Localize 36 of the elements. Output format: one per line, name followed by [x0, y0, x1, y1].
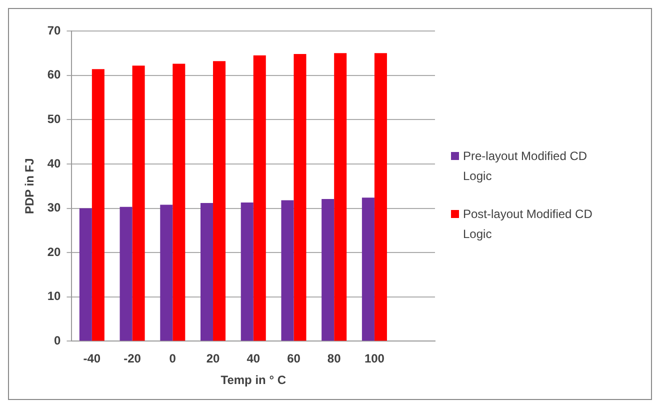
- y-tick-label: 0: [54, 333, 62, 348]
- y-axis-title: PDP in FJ: [22, 158, 37, 214]
- bar: [79, 208, 92, 340]
- bar: [160, 204, 173, 340]
- bar: [294, 54, 306, 340]
- y-tick-label: 10: [47, 288, 62, 303]
- legend-label: Post-layout Modified CD Logic: [463, 206, 594, 243]
- bar: [172, 63, 186, 340]
- x-tick-label: 20: [206, 351, 220, 366]
- bar: [213, 60, 226, 340]
- x-tick-label: 0: [169, 351, 176, 366]
- y-tick-label: 20: [47, 244, 62, 258]
- bar: [120, 206, 132, 340]
- x-tick-label: -20: [124, 351, 142, 366]
- x-tick-label: 40: [246, 351, 260, 366]
- bar: [200, 202, 214, 340]
- x-tick-label: -40: [83, 351, 101, 366]
- y-tick-label: 70: [47, 22, 62, 37]
- y-tick-label: 50: [47, 111, 62, 126]
- bar: [240, 202, 254, 340]
- x-tick-label: 100: [364, 351, 385, 366]
- bar: [322, 198, 334, 340]
- x-tick-label: 60: [287, 351, 301, 366]
- bar: [92, 68, 104, 340]
- bar: [281, 200, 294, 340]
- legend-label: Pre-layout Modified CD Logic: [463, 148, 588, 185]
- x-tick-label: 80: [327, 351, 342, 366]
- bar: [374, 52, 387, 340]
- bar: [362, 197, 374, 340]
- bar: [253, 54, 266, 340]
- x-axis-title: Temp in ° C: [220, 372, 286, 387]
- y-tick-label: 30: [47, 200, 62, 214]
- bar: [132, 65, 145, 340]
- bar: [334, 52, 347, 340]
- y-tick-label: 40: [47, 156, 62, 170]
- y-tick-label: 60: [47, 67, 62, 82]
